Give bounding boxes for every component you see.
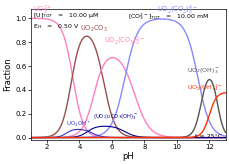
Text: UO$_2$CO$_3$: UO$_2$CO$_3$: [80, 24, 107, 34]
Text: UO$_2$(CO$_3$)$_2^{2-}$: UO$_2$(CO$_3$)$_2^{2-}$: [103, 35, 144, 48]
Text: t = 25°C: t = 25°C: [194, 134, 221, 139]
Text: E$_H$   =   0.50 V: E$_H$ = 0.50 V: [33, 22, 79, 31]
Text: [CO$_3^{2-}$]$_{TOT}$   =   10.00 mM: [CO$_3^{2-}$]$_{TOT}$ = 10.00 mM: [128, 11, 209, 21]
Text: UO$_2$(CO$_3$)$_3^{4-}$: UO$_2$(CO$_3$)$_3^{4-}$: [157, 4, 197, 17]
Text: UO$_2$OH$^+$: UO$_2$OH$^+$: [66, 119, 91, 129]
Text: UO$_2$(OH)$_3^-$: UO$_2$(OH)$_3^-$: [187, 66, 220, 76]
Text: [U]$_{TOT}$   =   10.00 μM: [U]$_{TOT}$ = 10.00 μM: [33, 11, 98, 20]
Y-axis label: Fraction: Fraction: [3, 58, 12, 91]
Text: UO$_2^{2+}$: UO$_2^{2+}$: [33, 4, 52, 17]
Text: (UO$_2$)$_2$CO$_3$(OH)$_3^-$: (UO$_2$)$_2$CO$_3$(OH)$_3^-$: [93, 113, 138, 122]
X-axis label: pH: pH: [122, 152, 134, 161]
Text: UO$_2$(OH)$_4^{2-}$: UO$_2$(OH)$_4^{2-}$: [187, 83, 222, 93]
